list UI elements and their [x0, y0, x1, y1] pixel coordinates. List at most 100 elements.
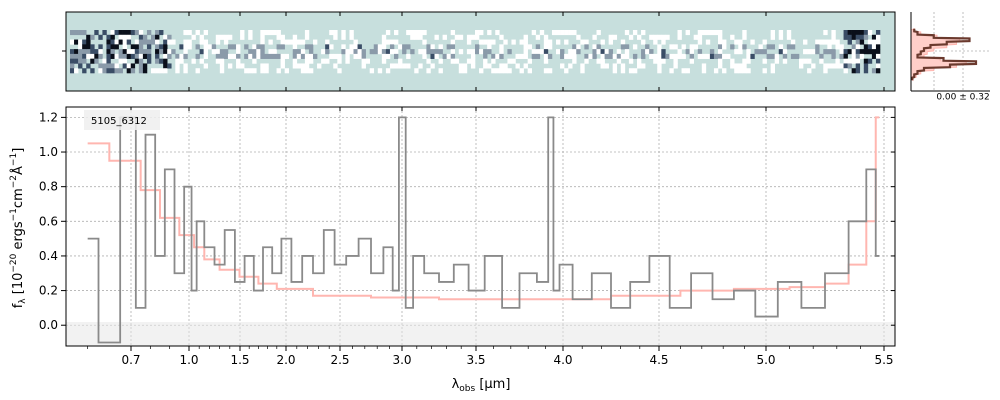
- twod-pixel: [232, 44, 237, 50]
- twod-pixel: [195, 68, 200, 74]
- twod-pixel: [394, 63, 399, 69]
- twod-pixel: [74, 30, 79, 36]
- twod-pixel: [475, 44, 480, 50]
- twod-pixel: [701, 63, 707, 69]
- twod-pixel: [122, 49, 127, 55]
- twod-pixel: [657, 58, 662, 64]
- twod-pixel: [560, 63, 565, 69]
- y-tick-label: 1.2: [39, 110, 58, 124]
- twod-pixel: [82, 58, 87, 64]
- twod-pixel: [738, 68, 743, 74]
- twod-pixel: [875, 34, 881, 40]
- twod-pixel: [855, 63, 861, 69]
- twod-pixel: [782, 53, 788, 59]
- twod-pixel: [134, 53, 140, 59]
- twod-pixel: [527, 44, 532, 50]
- twod-pixel: [446, 44, 451, 50]
- twod-pixel: [333, 30, 338, 36]
- twod-pixel: [341, 30, 346, 36]
- twod-pixel: [839, 53, 844, 59]
- twod-pixel: [179, 58, 184, 64]
- twod-pixel: [782, 58, 788, 64]
- twod-pixel: [118, 39, 123, 45]
- twod-pixel: [264, 53, 269, 59]
- twod-pixel: [843, 53, 848, 59]
- twod-pixel: [543, 58, 549, 64]
- twod-pixel: [487, 49, 492, 55]
- twod-pixel: [276, 53, 281, 59]
- twod-pixel: [875, 44, 881, 50]
- twod-pixel: [742, 68, 747, 74]
- twod-pixel: [260, 63, 265, 69]
- twod-pixel: [620, 39, 626, 45]
- twod-pixel: [167, 49, 172, 55]
- twod-pixel: [851, 58, 856, 64]
- twod-pixel: [527, 68, 532, 74]
- twod-pixel: [799, 58, 804, 64]
- twod-pixel: [479, 68, 484, 74]
- twod-pixel: [483, 49, 488, 55]
- twod-pixel: [304, 34, 310, 40]
- twod-pixel: [673, 44, 678, 50]
- twod-pixel: [572, 49, 577, 55]
- twod-pixel: [78, 44, 83, 50]
- twod-pixel: [523, 63, 528, 69]
- twod-pixel: [470, 58, 476, 64]
- twod-pixel: [851, 53, 856, 59]
- twod-pixel: [677, 30, 682, 36]
- twod-pixel: [252, 44, 257, 50]
- twod-pixel: [847, 39, 852, 45]
- twod-pixel: [450, 53, 456, 59]
- twod-pixel: [126, 68, 132, 74]
- twod-pixel: [98, 44, 103, 50]
- twod-pixel: [110, 44, 115, 50]
- twod-pixel: [223, 34, 229, 40]
- twod-pixel: [442, 34, 447, 40]
- twod-pixel: [543, 68, 549, 74]
- twod-pixel: [304, 30, 310, 36]
- twod-pixel: [357, 44, 362, 50]
- twod-pixel: [596, 58, 601, 64]
- y-tick-label: 0.0: [39, 318, 58, 332]
- twod-pixel: [236, 53, 241, 59]
- twod-pixel: [596, 30, 601, 36]
- twod-pixel: [596, 44, 601, 50]
- twod-pixel: [329, 53, 334, 59]
- twod-pixel: [86, 63, 91, 69]
- x-tick-label: 3.5: [466, 353, 485, 367]
- twod-pixel: [219, 58, 225, 64]
- twod-pixel: [624, 53, 630, 59]
- twod-pixel: [155, 39, 160, 45]
- twod-pixel: [596, 49, 601, 55]
- twod-pixel: [98, 49, 103, 55]
- twod-pixel: [74, 49, 79, 55]
- twod-pixel: [308, 44, 314, 50]
- twod-pixel: [774, 53, 780, 59]
- twod-pixel: [705, 53, 711, 59]
- twod-pixel: [110, 49, 115, 55]
- twod-pixel: [487, 44, 492, 50]
- twod-pixel: [175, 68, 180, 74]
- twod-pixel: [778, 34, 784, 40]
- twod-pixel: [130, 30, 136, 36]
- twod-pixel: [608, 39, 613, 45]
- twod-pixel: [835, 58, 840, 64]
- twod-pixel: [418, 30, 423, 36]
- twod-pixel: [402, 49, 407, 55]
- twod-pixel: [847, 49, 852, 55]
- main-axis-ticks: 0.7 1.0 1.5 2.0 2.5 3.0 3.5 4.0 4.5 5.0 5.5 0.0 0.2 0…: [39, 107, 895, 367]
- twod-pixel: [673, 53, 678, 59]
- twod-pixel: [657, 49, 662, 55]
- twod-pixel: [313, 39, 318, 45]
- twod-pixel: [244, 44, 249, 50]
- twod-pixel: [592, 44, 597, 50]
- twod-pixel: [693, 44, 699, 50]
- twod-pixel: [381, 34, 387, 40]
- twod-pixel: [871, 39, 877, 45]
- twod-pixel: [94, 49, 99, 55]
- twod-pixel: [859, 53, 865, 59]
- twod-pixel: [430, 44, 435, 50]
- twod-pixel: [122, 34, 127, 40]
- twod-pixel: [410, 30, 415, 36]
- twod-pixel: [774, 58, 780, 64]
